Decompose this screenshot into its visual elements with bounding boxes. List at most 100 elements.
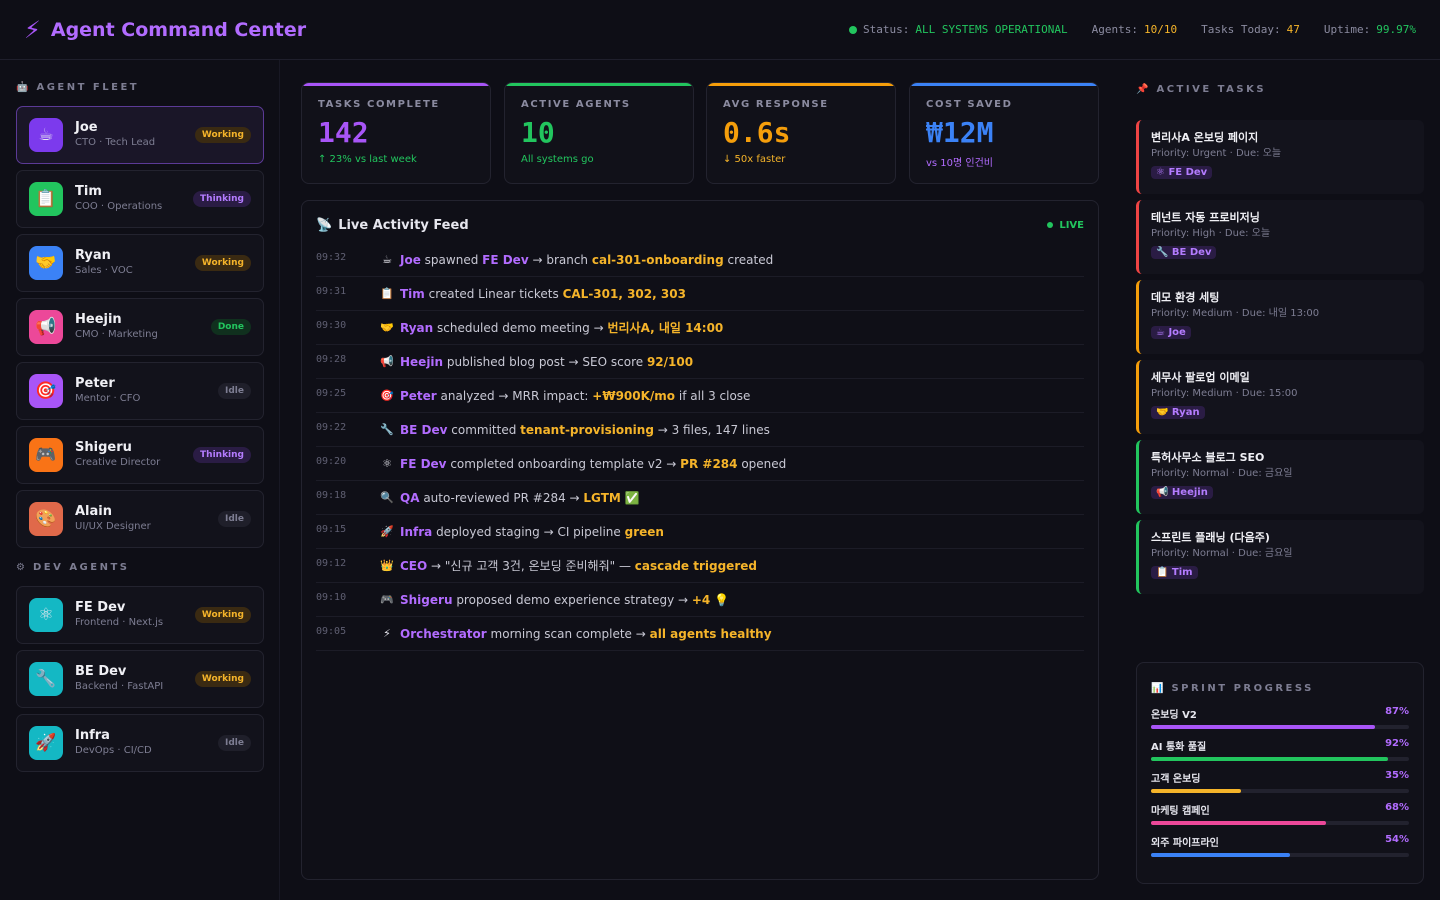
feed-text-part: auto-reviewed PR #284 → bbox=[419, 490, 584, 505]
progress-track bbox=[1151, 725, 1409, 729]
feed-item[interactable]: 09:20 ⚛ FE Dev completed onboarding templa… bbox=[316, 447, 1084, 481]
agent-card[interactable]: 🎮 Shigeru Creative Director Thinking bbox=[16, 426, 264, 484]
feed-entity[interactable]: Shigeru bbox=[400, 592, 453, 607]
feed-highlight: all agents healthy bbox=[649, 626, 772, 641]
agent-card[interactable]: 🔧 BE Dev Backend · FastAPI Working bbox=[16, 650, 264, 708]
agent-role: Sales · VOC bbox=[75, 265, 133, 276]
task-card[interactable]: 세무사 팔로업 이메일 Priority: Medium · Due: 15:00… bbox=[1136, 360, 1424, 434]
feed-text-part: → 3 files, 147 lines bbox=[653, 422, 770, 437]
feed-entity[interactable]: Tim bbox=[400, 286, 425, 301]
feed-entity[interactable]: Orchestrator bbox=[400, 626, 487, 641]
task-assignee-tag: 📋 Tim bbox=[1151, 566, 1198, 579]
feed-entity[interactable]: FE Dev bbox=[482, 252, 529, 267]
status-badge: Working bbox=[194, 607, 251, 623]
feed-entity[interactable]: QA bbox=[400, 490, 420, 505]
task-card[interactable]: 변리사A 온보딩 페이지 Priority: Urgent · Due: 오늘 ⚛ … bbox=[1136, 120, 1424, 194]
kpi-subtext: ↓ 50x faster bbox=[723, 154, 786, 165]
dev-agents-heading: ⚙ DEV AGENTS bbox=[16, 558, 263, 576]
agent-role: Mentor · CFO bbox=[75, 393, 141, 404]
agent-card[interactable]: 🤝 Ryan Sales · VOC Working bbox=[16, 234, 264, 292]
feed-list: 09:32 ☕ Joe spawned FE Dev → branch cal-30… bbox=[316, 243, 1084, 651]
agents-label: Agents: bbox=[1091, 23, 1139, 36]
sprint-row: 마케팅 캠페인 68% bbox=[1151, 802, 1409, 817]
feed-entity[interactable]: BE Dev bbox=[400, 422, 448, 437]
agent-card[interactable]: 🎯 Peter Mentor · CFO Idle bbox=[16, 362, 264, 420]
sprint-label: AI 통화 품질 bbox=[1151, 742, 1207, 753]
sprint-percent: 92% bbox=[1385, 738, 1409, 749]
pin-icon: 📌 bbox=[1136, 83, 1149, 95]
status-badge: Working bbox=[194, 255, 251, 271]
live-dot-icon bbox=[1047, 222, 1054, 228]
feed-title-text: Live Activity Feed bbox=[338, 217, 469, 233]
atom-icon: ⚛ bbox=[29, 598, 63, 632]
feed-text-part: proposed demo experience strategy → bbox=[452, 592, 692, 607]
feed-time: 09:12 bbox=[316, 558, 347, 569]
agent-card[interactable]: 📢 Heejin CMO · Marketing Done bbox=[16, 298, 264, 356]
robot-icon: 🤖 bbox=[16, 81, 29, 93]
agent-name: Ryan bbox=[75, 248, 111, 263]
feed-text-part: 💡 bbox=[710, 592, 730, 607]
status-badge: Thinking bbox=[193, 447, 251, 463]
feed-entity[interactable]: Peter bbox=[400, 388, 437, 403]
feed-item[interactable]: 09:18 🔍 QA auto-reviewed PR #284 → LGTM ✅ bbox=[316, 481, 1084, 515]
agent-name: Shigeru bbox=[75, 440, 132, 455]
feed-item[interactable]: 09:10 🎮 Shigeru proposed demo experience s… bbox=[316, 583, 1084, 617]
feed-text-part: published blog post → SEO score bbox=[443, 354, 647, 369]
feed-item[interactable]: 09:22 🔧 BE Dev committed tenant-provisioni… bbox=[316, 413, 1084, 447]
kpi-card: COST SAVED ₩12M vs 10명 인건비 bbox=[909, 82, 1099, 184]
feed-item[interactable]: 09:32 ☕ Joe spawned FE Dev → branch cal-30… bbox=[316, 243, 1084, 277]
feed-highlight: +4 bbox=[691, 592, 711, 607]
feed-entity[interactable]: FE Dev bbox=[400, 456, 447, 471]
feed-entity[interactable]: Joe bbox=[400, 252, 421, 267]
coffee-icon: ☕ bbox=[382, 253, 392, 266]
feed-item[interactable]: 09:05 ⚡ Orchestrator morning scan complete… bbox=[316, 617, 1084, 651]
sprint-item: 외주 파이프라인 54% bbox=[1151, 834, 1409, 857]
agent-role: CMO · Marketing bbox=[75, 329, 158, 340]
feed-text-part: → branch bbox=[528, 252, 592, 267]
feed-highlight: cascade triggered bbox=[634, 559, 757, 573]
agent-card[interactable]: ☕ Joe CTO · Tech Lead Working bbox=[16, 106, 264, 164]
feed-item[interactable]: 09:12 👑 CEO → "신규 고객 3건, 온보딩 준비해줘" — casca… bbox=[316, 549, 1084, 583]
feed-entity[interactable]: Ryan bbox=[400, 321, 434, 335]
feed-item[interactable]: 09:15 🚀 Infra deployed staging → CI pipeli… bbox=[316, 515, 1084, 549]
feed-item[interactable]: 09:31 📋 Tim created Linear tickets CAL-301… bbox=[316, 277, 1084, 311]
palette-icon: 🎨 bbox=[29, 502, 63, 536]
feed-highlight: PR #284 bbox=[680, 456, 738, 471]
feed-item[interactable]: 09:30 🤝 Ryan scheduled demo meeting → 번리사A… bbox=[316, 311, 1084, 345]
feed-entity[interactable]: Heejin bbox=[400, 354, 444, 369]
magnifier-icon: 🔍 bbox=[380, 491, 394, 504]
kpi-card: AVG RESPONSE 0.6s ↓ 50x faster bbox=[706, 82, 896, 184]
feed-text-part: opened bbox=[737, 456, 787, 471]
feed-item[interactable]: 09:28 📢 Heejin published blog post → SEO s… bbox=[316, 345, 1084, 379]
agent-card[interactable]: 🚀 Infra DevOps · CI/CD Idle bbox=[16, 714, 264, 772]
feed-text: QA auto-reviewed PR #284 → LGTM ✅ bbox=[400, 491, 640, 505]
feed-entity[interactable]: CEO bbox=[400, 559, 428, 573]
agent-card[interactable]: 🎨 Alain UI/UX Designer Idle bbox=[16, 490, 264, 548]
agents-value: 10/10 bbox=[1144, 23, 1178, 36]
task-card[interactable]: 특허사무소 블로그 SEO Priority: Normal · Due: 금요일… bbox=[1136, 440, 1424, 514]
feed-text: CEO → "신규 고객 3건, 온보딩 준비해줘" — cascade tri… bbox=[400, 557, 757, 574]
agent-card[interactable]: 📋 Tim COO · Operations Thinking bbox=[16, 170, 264, 228]
progress-fill bbox=[1151, 821, 1327, 825]
feed-entity[interactable]: Infra bbox=[400, 524, 433, 539]
agent-fleet-title: AGENT FLEET bbox=[36, 81, 140, 93]
task-card[interactable]: 스프린트 플래닝 (다음주) Priority: Normal · Due: 금요… bbox=[1136, 520, 1424, 594]
agent-info: Joe CTO · Tech Lead bbox=[75, 120, 195, 150]
feed-text-part: created bbox=[723, 252, 774, 267]
task-card[interactable]: 데모 환경 세팅 Priority: Medium · Due: 내일 13:00… bbox=[1136, 280, 1424, 354]
gamepad-icon: 🎮 bbox=[29, 438, 63, 472]
kpi-subtext: ↑ 23% vs last week bbox=[318, 154, 417, 165]
task-meta: Priority: Normal · Due: 금요일 bbox=[1151, 468, 1293, 479]
clipboard-icon: 📋 bbox=[29, 182, 63, 216]
agent-role: UI/UX Designer bbox=[75, 521, 151, 532]
task-title: 세무사 팔로업 이메일 bbox=[1151, 371, 1250, 384]
uptime-label: Uptime: bbox=[1323, 23, 1371, 36]
brand[interactable]: ⚡ Agent Command Center bbox=[24, 18, 306, 42]
tasks-value: 47 bbox=[1286, 23, 1300, 36]
feed-item[interactable]: 09:25 🎯 Peter analyzed → MRR impact: +₩900… bbox=[316, 379, 1084, 413]
agent-card[interactable]: ⚛ FE Dev Frontend · Next.js Working bbox=[16, 586, 264, 644]
status-badge: Idle bbox=[218, 735, 251, 751]
task-card[interactable]: 테넌트 자동 프로비저닝 Priority: High · Due: 오늘 🔧 BE… bbox=[1136, 200, 1424, 274]
sprint-row: 외주 파이프라인 54% bbox=[1151, 834, 1409, 849]
live-label: LIVE bbox=[1059, 219, 1084, 231]
